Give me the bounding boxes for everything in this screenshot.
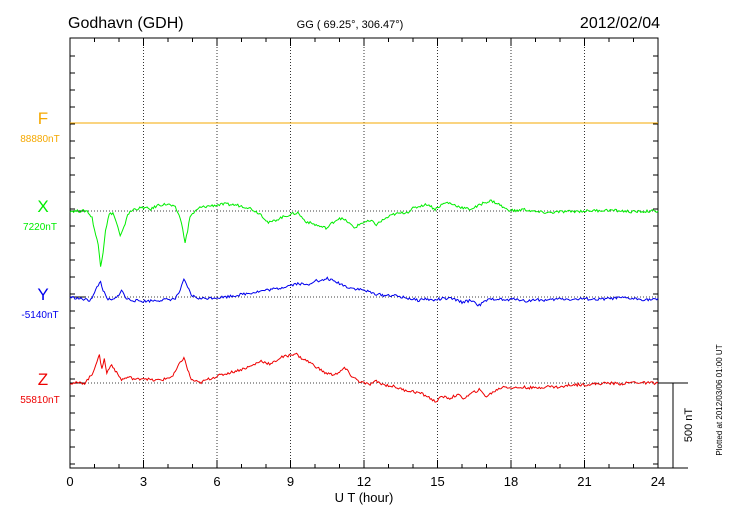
series-labels: F 88880nT X 7220nT Y -5140nT Z 55810nT (20, 109, 59, 406)
grid-lines (143, 38, 585, 468)
station-coords: GG ( 69.25°, 306.47°) (297, 19, 404, 31)
scale-bar: 500 nT (658, 382, 695, 469)
x-tick-label: 15 (430, 474, 444, 489)
plot-frame (69, 37, 659, 469)
scale-bar-label: 500 nT (683, 408, 695, 443)
series-name-x: X (37, 197, 48, 216)
trace-x (69, 199, 659, 267)
axis-ticks: 0 3 6 9 12 15 18 21 24 (66, 38, 665, 489)
x-tick-label: 3 (140, 474, 147, 489)
series-baseline-y: -5140nT (21, 310, 58, 321)
x-tick-label: 12 (357, 474, 371, 489)
station-title: Godhavn (GDH) (68, 15, 184, 32)
x-tick-label: 18 (504, 474, 518, 489)
x-axis-label: U T (hour) (335, 490, 394, 505)
traces (69, 122, 659, 403)
series-name-y: Y (37, 285, 48, 304)
series-name-z: Z (38, 370, 48, 389)
series-baseline-f: 88880nT (20, 134, 59, 145)
x-tick-label: 21 (577, 474, 591, 489)
trace-y (69, 276, 659, 307)
x-tick-label: 0 (66, 474, 73, 489)
series-baseline-z: 55810nT (20, 395, 59, 406)
plotted-at-note: Plotted at 2012/03/06 01:00 UT (715, 344, 724, 455)
x-tick-label: 9 (287, 474, 294, 489)
x-tick-label: 24 (651, 474, 665, 489)
x-tick-label: 6 (213, 474, 220, 489)
chart-date: 2012/02/04 (580, 15, 660, 32)
series-name-f: F (38, 109, 48, 128)
trace-z (69, 352, 659, 403)
series-baseline-x: 7220nT (23, 222, 57, 233)
